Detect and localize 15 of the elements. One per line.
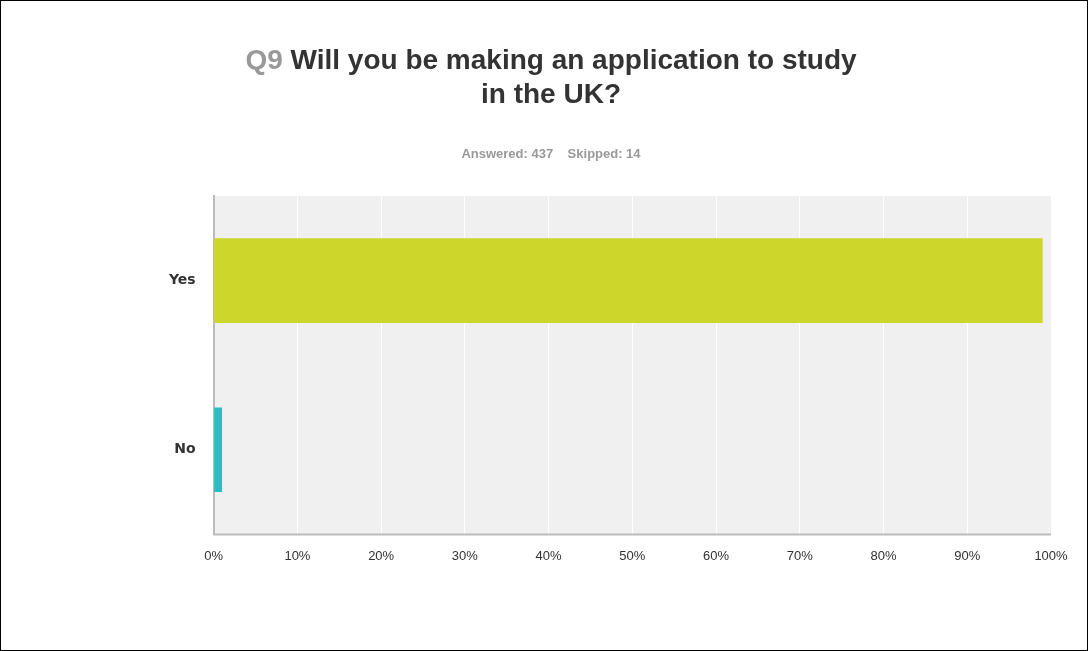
y-tick-label: Yes (167, 271, 196, 288)
x-tick-label: 50% (619, 547, 646, 563)
x-tick-label: 0% (204, 547, 224, 563)
x-tick-label: 80% (870, 547, 897, 563)
x-tick-label: 10% (284, 547, 311, 563)
chart-title: Q9 Will you be making an application to study in the UK? (244, 43, 858, 111)
x-tick-label: 90% (954, 547, 981, 563)
x-tick-label: 60% (703, 547, 730, 563)
x-tick-label: 100% (1034, 547, 1069, 563)
x-tick-label: 70% (786, 547, 814, 563)
x-tick-label: 40% (535, 547, 563, 563)
y-tick-label: No (174, 440, 197, 457)
x-tick-label: 20% (368, 547, 395, 563)
chart-subtitle: Answered: 437 Skipped: 14 (460, 146, 642, 161)
x-tick-label: 30% (451, 547, 479, 563)
